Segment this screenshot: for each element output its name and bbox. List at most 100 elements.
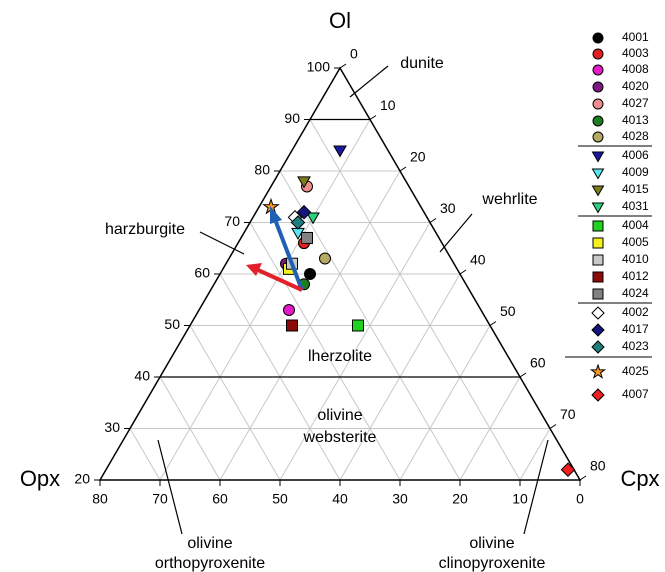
legend-label: 4024 (622, 286, 649, 300)
legend-label: 4012 (622, 269, 649, 283)
arrow-head (246, 263, 262, 276)
opx-tick-label: 70 (152, 491, 168, 507)
legend-marker (592, 131, 604, 143)
legend-label: 4017 (622, 322, 649, 336)
legend-marker (592, 288, 604, 300)
legend-label: 4006 (622, 148, 649, 162)
legend-marker (591, 202, 605, 214)
axis-name: Opx (20, 466, 60, 491)
field-label: clinopyroxenite (439, 555, 546, 572)
leader-line (199, 231, 245, 255)
tick-mark (429, 218, 437, 223)
legend-marker (591, 388, 605, 402)
cpx-tick-label: 0 (350, 46, 358, 62)
legend-marker (592, 32, 604, 44)
opx-tick-label: 30 (392, 491, 408, 507)
trend-arrows (246, 206, 304, 292)
opx-tick-label: 50 (272, 491, 288, 507)
legend-marker (591, 168, 605, 180)
legend-label: 4023 (622, 339, 649, 353)
ol-tick-label: 100 (307, 59, 331, 75)
cpx-tick-label: 60 (530, 355, 546, 371)
legend-label: 4027 (622, 96, 649, 110)
legend-marker (591, 323, 605, 337)
grid-line (279, 222, 431, 481)
legend-label: 4031 (622, 199, 649, 213)
grid-line (519, 428, 551, 481)
leader-line (523, 439, 549, 535)
legend-marker (592, 254, 604, 266)
field-label: orthopyroxenite (155, 555, 265, 572)
leader-line (439, 213, 473, 253)
leader-line (349, 65, 389, 98)
legend-separators (565, 145, 652, 358)
cpx-tick-label: 70 (560, 406, 576, 422)
cpx-tick-label: 80 (590, 458, 606, 474)
legend-marker (592, 64, 604, 76)
grid (129, 119, 551, 481)
legend-marker (592, 271, 604, 283)
legend-label: 4002 (622, 305, 649, 319)
tick-mark (459, 269, 467, 275)
legend-marker (591, 340, 605, 354)
field-label: olivine (469, 535, 514, 552)
legend-label: 4013 (622, 113, 649, 127)
legend-label: 4007 (622, 387, 649, 401)
cpx-tick-label: 30 (440, 200, 456, 216)
legend-marker (592, 98, 604, 110)
field-label: olivine (317, 407, 362, 424)
legend-marker (591, 306, 605, 320)
cpx-tick-label: 40 (470, 252, 486, 268)
arrow-head (270, 206, 282, 224)
field-label: wehrlite (481, 191, 537, 208)
legend-marker (592, 48, 604, 60)
marker (352, 319, 364, 332)
marker (306, 212, 320, 225)
legend-marker (589, 363, 607, 379)
legend-label: 4010 (622, 252, 649, 266)
tick-mark (519, 372, 527, 378)
grid-line (459, 376, 521, 481)
ol-tick-label: 70 (224, 213, 240, 229)
marker (297, 176, 311, 189)
legend-marker (592, 237, 604, 249)
marker (560, 462, 576, 478)
field-label: lherzolite (308, 348, 372, 365)
cpx-tick-label: 50 (500, 303, 516, 319)
grid-line (129, 428, 161, 481)
legend-marker (591, 185, 605, 197)
legend-label: 4003 (622, 46, 649, 60)
opx-tick-label: 20 (452, 491, 468, 507)
opx-tick-label: 40 (332, 491, 348, 507)
legend-label: 4008 (622, 62, 649, 76)
opx-tick-label: 60 (212, 491, 228, 507)
legend-marker (592, 115, 604, 127)
tick-mark (489, 321, 497, 326)
arrow (274, 221, 304, 291)
legend-label: 4001 (622, 30, 649, 44)
marker (333, 145, 347, 158)
legend-marker (592, 220, 604, 232)
grid-line (249, 222, 401, 481)
marker (283, 304, 295, 317)
ol-tick-label: 20 (74, 471, 90, 487)
cpx-tick-label: 10 (380, 97, 396, 113)
grid-line (189, 325, 281, 481)
axis-name: Ol (329, 8, 351, 33)
tick-mark (399, 166, 407, 172)
ol-tick-label: 50 (164, 316, 180, 332)
legend-label: 4020 (622, 79, 649, 93)
marker (290, 215, 306, 230)
tick-mark (549, 424, 557, 429)
ol-tick-label: 30 (104, 419, 120, 435)
legend-label: 4015 (622, 182, 649, 196)
grid-line (309, 119, 521, 481)
leader-line (157, 439, 183, 535)
field-label: harzburgite (105, 221, 185, 238)
marker (319, 252, 331, 265)
ol-tick-label: 80 (254, 162, 270, 178)
arrow (257, 268, 303, 292)
tick-mark (369, 115, 377, 120)
legend: 4001 4003 4008 4020 4027 4013 4028 4006 4009 4015… (589, 30, 649, 402)
